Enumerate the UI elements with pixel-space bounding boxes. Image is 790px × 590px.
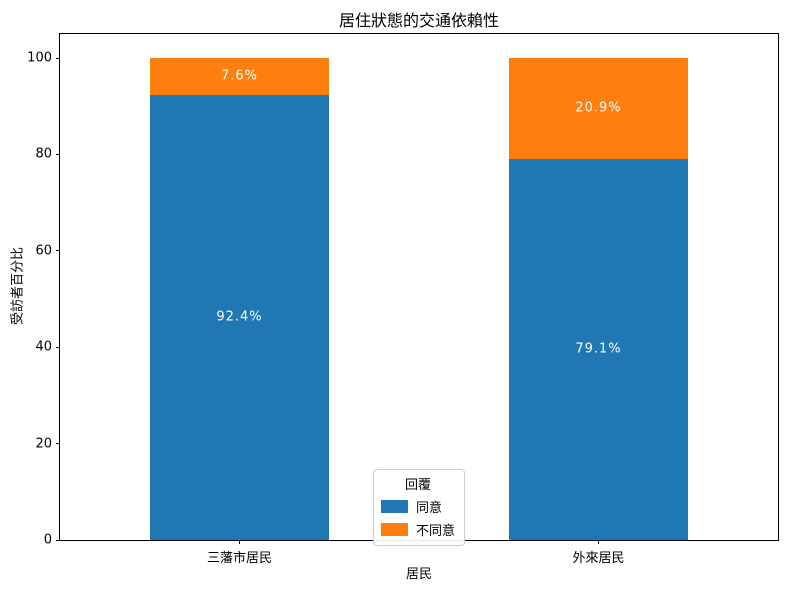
y-tick-mark: [56, 250, 60, 252]
y-tick-mark: [56, 57, 60, 59]
bar-segment-label: 79.1%: [575, 341, 622, 357]
x-axis-label: 居民: [405, 567, 432, 582]
legend-entry-disagree: 不同意: [381, 520, 455, 539]
x-tick-label: 三藩市居民: [206, 551, 273, 566]
x-tick-mark: [598, 540, 599, 544]
bar-segment-label: 7.6%: [220, 68, 259, 84]
y-tick-label: 100: [27, 50, 52, 66]
y-tick-mark: [56, 153, 60, 155]
y-axis-label: 受訪者百分比: [10, 246, 26, 326]
legend: 回覆 同意 不同意: [373, 469, 466, 546]
x-tick-mark: [239, 540, 240, 544]
y-tick-mark: [56, 346, 60, 348]
bar-segment: [149, 58, 330, 95]
legend-title: 回覆: [405, 478, 432, 493]
y-tick-label: 40: [35, 339, 52, 355]
y-tick-label: 20: [35, 436, 52, 452]
y-tick-mark: [56, 539, 60, 541]
legend-label-disagree: 不同意: [416, 524, 456, 539]
legend-swatch-disagree: [381, 523, 408, 536]
y-tick-label: 0: [43, 532, 52, 548]
legend-label-agree: 同意: [416, 501, 443, 516]
y-tick-label: 60: [35, 243, 52, 259]
bar-segment-label: 92.4%: [216, 309, 263, 325]
y-tick-mark: [56, 443, 60, 445]
bar-segment: [149, 94, 330, 540]
bar-segment-label: 20.9%: [575, 100, 622, 116]
plot-area: 0 20 40 60 80 100 三藩市居民 92.4% 7.6% 外來居民 79.1% 20.9%: [27, 33, 779, 566]
y-tick-label: 80: [35, 146, 52, 162]
chart-title: 居住狀態的交通依賴性: [338, 11, 499, 30]
x-tick-label: 外來居民: [572, 551, 625, 566]
bar-segment: [508, 158, 689, 540]
bar-segment: [508, 58, 689, 159]
legend-swatch-agree: [381, 500, 408, 513]
legend-entry-agree: 同意: [381, 497, 455, 516]
